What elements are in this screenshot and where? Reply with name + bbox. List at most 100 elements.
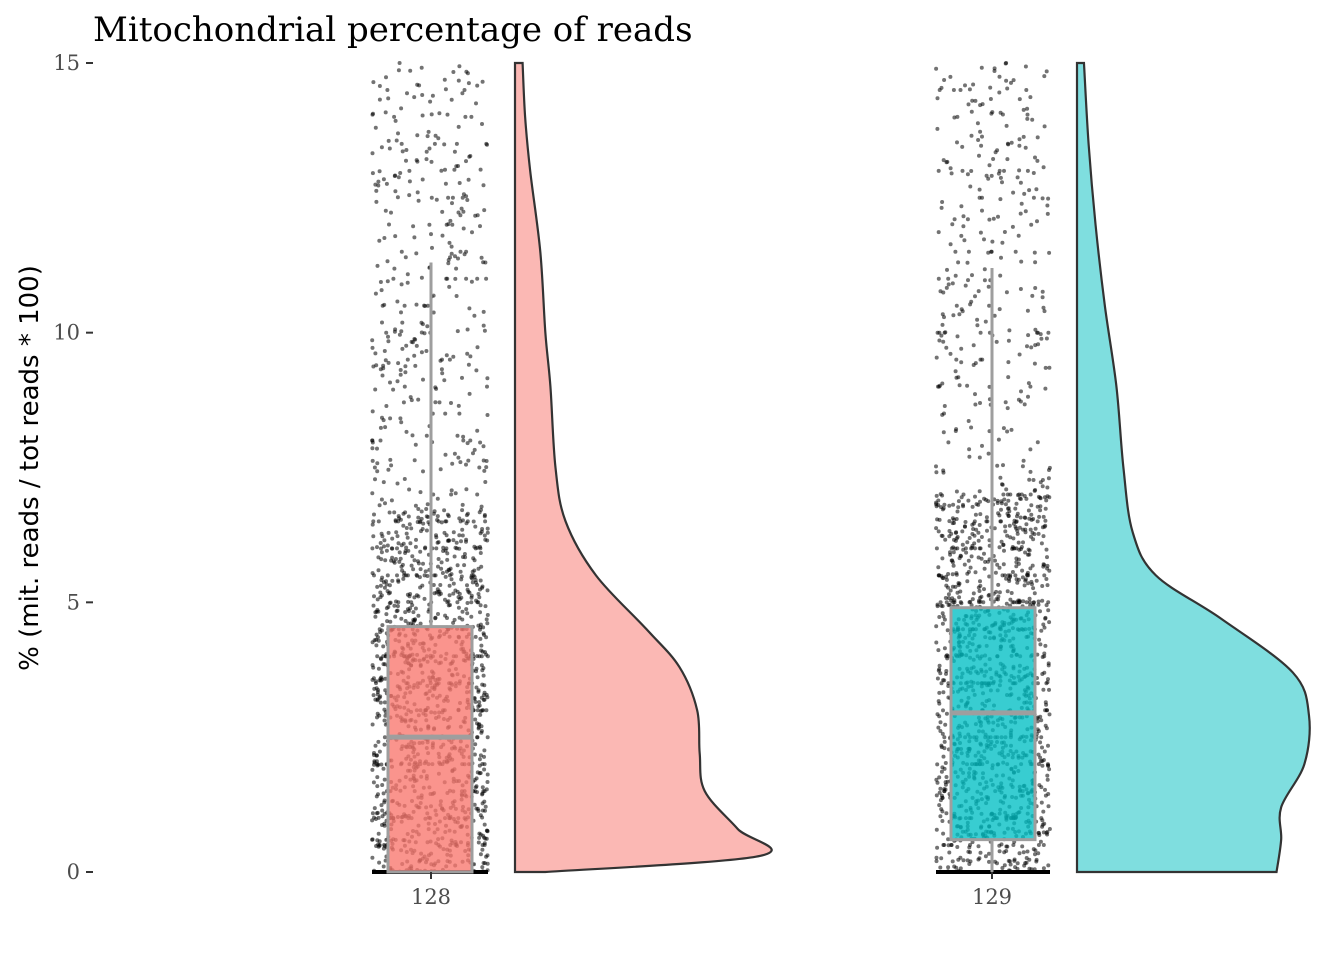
jitter-point xyxy=(477,757,482,762)
jitter-point xyxy=(376,555,381,560)
jitter-point xyxy=(382,585,387,590)
jitter-point xyxy=(392,510,397,515)
jitter-point xyxy=(384,548,389,553)
jitter-point xyxy=(1023,577,1028,582)
jitter-point xyxy=(445,616,449,620)
jitter-point xyxy=(948,242,953,247)
jitter-point xyxy=(395,481,400,486)
jitter-point xyxy=(976,138,981,142)
jitter-point xyxy=(973,294,977,299)
jitter-point xyxy=(378,438,383,443)
jitter-point xyxy=(1026,394,1030,399)
jitter-point xyxy=(992,313,997,318)
jitter-point xyxy=(938,600,943,605)
jitter-point xyxy=(1018,211,1023,216)
jitter-point xyxy=(934,493,939,498)
jitter-point xyxy=(1043,793,1048,798)
jitter-point xyxy=(480,785,485,790)
jitter-point xyxy=(1041,305,1046,310)
jitter-point xyxy=(976,289,981,294)
jitter-point xyxy=(387,510,392,515)
jitter-point xyxy=(456,455,461,460)
jitter-point xyxy=(977,455,982,460)
jitter-point xyxy=(451,354,456,359)
jitter-point xyxy=(938,720,943,725)
jitter-point xyxy=(940,200,945,204)
y-tick-label: 10 xyxy=(53,321,80,345)
jitter-point xyxy=(986,559,990,564)
jitter-point xyxy=(947,850,952,855)
jitter-point xyxy=(1025,106,1030,111)
jitter-point xyxy=(445,551,450,556)
jitter-point xyxy=(938,492,943,497)
jitter-point xyxy=(1042,74,1047,79)
jitter-point xyxy=(396,175,401,180)
jitter-point xyxy=(946,865,951,870)
jitter-point xyxy=(939,769,944,774)
jitter-point xyxy=(412,95,417,100)
jitter-point xyxy=(461,226,466,231)
jitter-point xyxy=(936,648,941,653)
jitter-point xyxy=(395,573,399,578)
jitter-point xyxy=(388,457,393,462)
jitter-point xyxy=(447,240,452,245)
jitter-point xyxy=(445,276,450,281)
jitter-point xyxy=(1000,240,1005,245)
jitter-point xyxy=(451,620,456,625)
jitter-point xyxy=(381,846,386,851)
jitter-point xyxy=(939,205,944,210)
jitter-point xyxy=(370,818,375,823)
jitter-point xyxy=(958,866,963,871)
jitter-point xyxy=(473,524,478,529)
jitter-point xyxy=(382,742,387,747)
jitter-point xyxy=(478,852,483,857)
jitter-point xyxy=(373,291,378,296)
jitter-point xyxy=(436,519,441,524)
jitter-point xyxy=(403,370,408,375)
jitter-point xyxy=(953,429,958,433)
jitter-point xyxy=(1043,365,1048,370)
jitter-point xyxy=(1044,547,1049,552)
jitter-point xyxy=(468,438,473,443)
jitter-point xyxy=(1037,514,1042,519)
jitter-point xyxy=(1033,848,1038,853)
jitter-point xyxy=(959,204,964,209)
jitter-point xyxy=(385,573,390,578)
jitter-point xyxy=(1005,429,1010,434)
jitter-point xyxy=(448,573,452,578)
jitter-point xyxy=(473,634,478,639)
jitter-point xyxy=(446,261,451,266)
jitter-point xyxy=(1041,687,1046,692)
jitter-point xyxy=(421,561,425,566)
jitter-point xyxy=(395,604,400,609)
jitter-point xyxy=(386,360,391,365)
jitter-point xyxy=(1045,566,1050,571)
jitter-point xyxy=(475,345,480,350)
jitter-point xyxy=(406,548,411,553)
jitter-point xyxy=(941,468,946,473)
jitter-point xyxy=(1032,250,1037,255)
jitter-point xyxy=(1040,818,1045,823)
jitter-point xyxy=(986,593,991,598)
jitter-point xyxy=(1043,386,1048,391)
jitter-point xyxy=(385,589,390,594)
jitter-point xyxy=(477,700,482,705)
jitter-point xyxy=(383,425,388,430)
jitter-point xyxy=(384,582,389,587)
y-axis: 0 5 10 15 xyxy=(53,51,93,884)
jitter-point xyxy=(1015,861,1020,866)
jitter-point xyxy=(399,564,404,569)
jitter-point xyxy=(455,563,460,568)
jitter-point xyxy=(442,378,447,383)
jitter-point xyxy=(398,556,403,561)
jitter-point xyxy=(413,544,418,549)
jitter-point xyxy=(475,675,480,680)
jitter-point xyxy=(479,255,484,260)
jitter-point xyxy=(472,313,477,318)
jitter-point xyxy=(420,177,425,182)
jitter-point xyxy=(940,796,945,800)
jitter-point xyxy=(1029,345,1034,350)
jitter-point xyxy=(952,517,956,522)
jitter-point xyxy=(460,375,464,380)
jitter-point xyxy=(481,708,486,713)
